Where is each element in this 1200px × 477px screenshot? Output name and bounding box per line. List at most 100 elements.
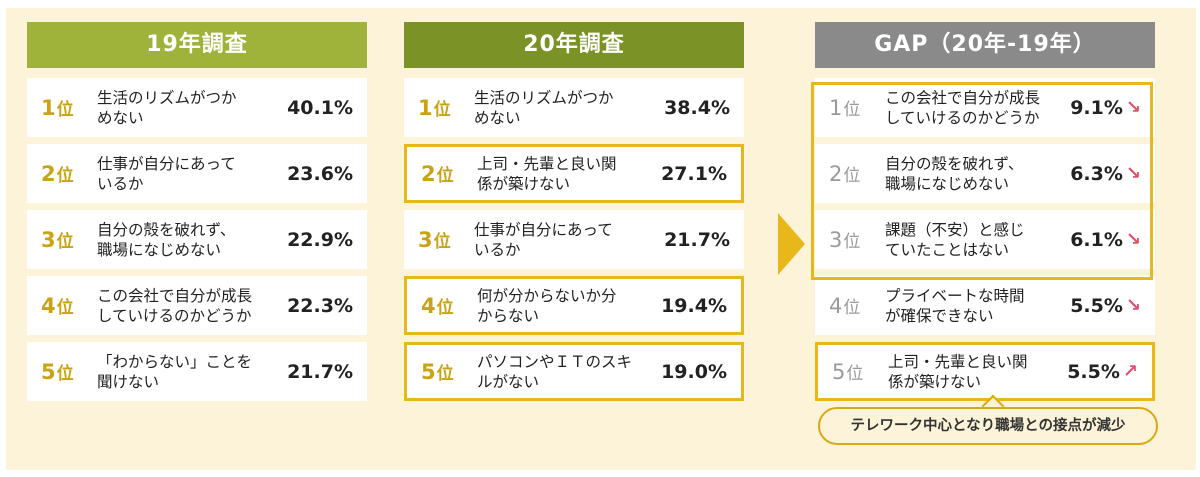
percent-value: 23.6% <box>287 144 353 203</box>
item-label: パソコンやＩＴのスキ ルがない <box>477 352 633 391</box>
rank-suffix: 位 <box>843 298 861 318</box>
rank-row: 2 位仕事が自分にあって いるか 23.6% <box>27 144 367 203</box>
rank-digit: 1 <box>41 95 56 120</box>
percent-text: 38.4% <box>664 96 730 119</box>
percent-value: 5.5% ↗ <box>1067 345 1138 398</box>
rank-digit: 4 <box>829 293 843 318</box>
trend-up-icon: ↗ <box>1122 361 1138 382</box>
rank-row: 1 位この会社で自分が成長 していけるのかどうか 9.1% ↘ <box>815 78 1155 137</box>
rank-suffix: 位 <box>56 364 74 384</box>
item-label: 「わからない」ことを 聞けない <box>97 352 253 391</box>
rank-row: 4 位この会社で自分が成長 していけるのかどうか 22.3% <box>27 276 367 335</box>
rank-digit: 3 <box>41 227 56 252</box>
item-label: 仕事が自分にあって いるか <box>474 220 613 259</box>
column-header: 20年調査 <box>404 22 744 68</box>
percent-value: 38.4% <box>664 78 730 137</box>
percent-value: 19.4% <box>661 279 727 332</box>
item-label: 生活のリズムがつか めない <box>97 88 237 127</box>
ranking-list: 1 位生活のリズムがつか めない 38.4% 2 位上司・先輩と良い関 係が築けない 27… <box>404 78 744 401</box>
percent-text: 40.1% <box>287 96 353 119</box>
ranking-list: 1 位生活のリズムがつか めない 40.1% 2 位仕事が自分にあって いるか 23.6%… <box>27 78 367 401</box>
percent-text: 19.4% <box>661 294 727 317</box>
rank-row: 5 位パソコンやＩＴのスキ ルがない 19.0% <box>404 342 744 401</box>
rank-suffix: 位 <box>56 232 74 252</box>
percent-text: 22.3% <box>287 294 353 317</box>
rank-digit: 5 <box>832 359 846 384</box>
rank-row: 4 位 何が分からないか分 からない 19.4% <box>404 276 744 335</box>
percent-text: 9.1% <box>1070 96 1123 119</box>
percent-text: 5.5% <box>1070 294 1123 317</box>
rank-suffix: 位 <box>843 232 861 252</box>
item-label: 上司・先輩と良い関 係が築けない <box>888 352 1028 391</box>
percent-value: 9.1% ↘ <box>1070 78 1141 137</box>
rank-row: 3 位課題（不安）と感じ ていたことはない 6.1% ↘ <box>815 210 1155 269</box>
percent-text: 21.7% <box>287 360 353 383</box>
rank-suffix: 位 <box>436 298 454 318</box>
rank-digit: 3 <box>829 227 843 252</box>
rank-suffix: 位 <box>433 232 451 252</box>
rank-suffix: 位 <box>56 166 74 186</box>
rank-digit: 3 <box>418 227 433 252</box>
rank-suffix: 位 <box>843 166 861 186</box>
percent-value: 22.3% <box>287 276 353 335</box>
rank-suffix: 位 <box>433 100 451 120</box>
item-label: 自分の殻を破れず、 職場になじめない <box>97 220 236 259</box>
item-label: 何が分からないか分 からない <box>477 286 617 325</box>
rank-row: 1 位生活のリズムがつか めない 38.4% <box>404 78 744 137</box>
column-19: 19年調査 1 位生活のリズムがつか めない 40.1% 2 位仕事が自分にあって いる… <box>27 22 367 408</box>
rank-digit: 1 <box>829 95 843 120</box>
rank-row: 4 位プライベートな時間 が確保できない 5.5% ↘ <box>815 276 1155 335</box>
rank-row: 1 位 生活のリズムがつか めない 40.1% <box>27 78 367 137</box>
trend-down-icon: ↘ <box>1125 163 1141 184</box>
percent-text: 23.6% <box>287 162 353 185</box>
rank-row: 5 位「わからない」ことを 聞けない 21.7% <box>27 342 367 401</box>
rank-digit: 2 <box>41 161 56 186</box>
column-header: GAP（20年-19年） <box>815 22 1155 68</box>
percent-value: 5.5% ↘ <box>1070 276 1141 335</box>
rank-suffix: 位 <box>56 100 74 120</box>
rank-suffix: 位 <box>436 364 454 384</box>
item-label: 課題（不安）と感じ ていたことはない <box>885 220 1025 259</box>
callout-note: テレワーク中心となり職場との接点が減少 <box>818 407 1158 445</box>
rank-digit: 4 <box>421 293 436 318</box>
rank-digit: 2 <box>829 161 843 186</box>
item-label: 上司・先輩と良い関 係が築けない <box>477 154 617 193</box>
percent-text: 27.1% <box>661 162 727 185</box>
percent-value: 6.3% ↘ <box>1070 144 1141 203</box>
item-label: 生活のリズムがつか めない <box>474 88 614 127</box>
item-label: 自分の殻を破れず、 職場になじめない <box>885 154 1024 193</box>
percent-text: 6.1% <box>1070 228 1123 251</box>
rank-digit: 5 <box>421 359 436 384</box>
item-label: 仕事が自分にあって いるか <box>97 154 236 193</box>
percent-text: 21.7% <box>664 228 730 251</box>
percent-value: 22.9% <box>287 210 353 269</box>
percent-value: 19.0% <box>661 345 727 398</box>
rank-suffix: 位 <box>846 364 864 384</box>
trend-down-icon: ↘ <box>1125 295 1141 316</box>
percent-value: 21.7% <box>664 210 730 269</box>
column-gap: GAP（20年-19年） 1 位この会社で自分が成長 していけるのかどうか 9.1%… <box>811 22 1155 408</box>
ranking-list: 1 位この会社で自分が成長 していけるのかどうか 9.1% ↘ 2 位自分の殻を破れず、 … <box>815 78 1155 401</box>
item-label: この会社で自分が成長 していけるのかどうか <box>97 286 253 325</box>
column-header: 19年調査 <box>27 22 367 68</box>
percent-value: 40.1% <box>287 78 353 137</box>
rank-suffix: 位 <box>436 166 454 186</box>
rank-row: 3 位 仕事が自分にあって いるか 21.7% <box>404 210 744 269</box>
percent-value: 27.1% <box>661 147 727 200</box>
item-label: この会社で自分が成長 していけるのかどうか <box>885 88 1041 127</box>
percent-value: 6.1% ↘ <box>1070 210 1141 269</box>
trend-down-icon: ↘ <box>1125 229 1141 250</box>
rank-digit: 2 <box>421 161 436 186</box>
rank-digit: 1 <box>418 95 433 120</box>
percent-text: 5.5% <box>1067 360 1120 383</box>
